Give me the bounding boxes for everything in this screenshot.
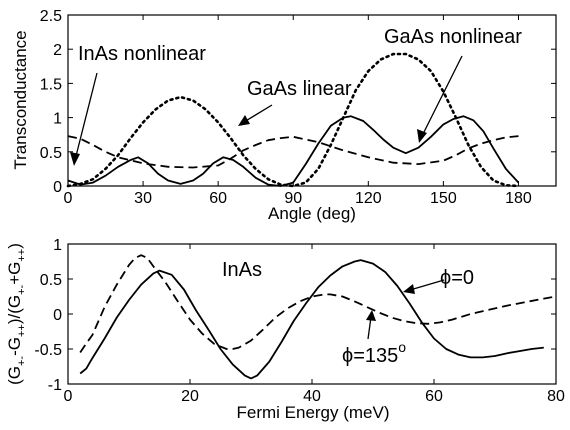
bottom-x-axis-title: Fermi Energy (meV) (236, 403, 389, 422)
top-y-tick-label: 0 (53, 179, 62, 196)
bottom-y-tick-label: 0.5 (40, 272, 62, 289)
phi-135-degree: o (398, 339, 406, 355)
arrowhead-inas-nonlinear (70, 152, 80, 166)
bottom-x-tick-label: 40 (303, 388, 321, 405)
top-x-tick-label: 0 (64, 190, 73, 207)
bottom-series-dashed-line (79, 254, 557, 354)
top-y-tick-label: 1.5 (40, 76, 62, 93)
top-series-dotted-line (66, 52, 520, 188)
top-y-tick-label: 2.5 (40, 8, 62, 25)
arrowhead-phi-0 (403, 284, 415, 294)
ylabel-sub-3: ++ (16, 324, 28, 337)
ylabel-part-2: -G (5, 337, 24, 356)
arrow-gaas-linear (243, 104, 273, 123)
top-x-ticks: 0 30 60 90 120 150 180 (64, 15, 532, 207)
top-y-tick-label: 0.5 (40, 145, 62, 162)
top-y-tick-label: 1 (53, 111, 62, 128)
ylabel-part-0: (G (5, 366, 24, 385)
phi-135-value: =135 (353, 345, 398, 367)
ylabel-sub-1: +- (16, 356, 28, 366)
bottom-y-tick-label: 0 (53, 307, 62, 324)
annotation-phi-135: ϕ=135o (342, 339, 406, 367)
ylabel-sub-7: ++ (16, 249, 28, 262)
ylabel-part-8: ) (5, 243, 24, 249)
bottom-y-ticks: -1 -0.5 0 0.5 1 (34, 237, 556, 394)
top-series-dashed-line (67, 135, 519, 169)
bottom-series-solid-line (79, 259, 544, 380)
bottom-y-tick-label: 1 (53, 237, 62, 254)
arrow-phi-135 (367, 316, 372, 340)
bottom-y-axis-title: (G+--G++)/(G+-+G++) (5, 243, 28, 385)
top-x-tick-label: 180 (505, 190, 532, 207)
top-x-tick-label: 60 (209, 190, 227, 207)
annotation-inas-nonlinear: InAs nonlinear (78, 43, 206, 65)
bottom-x-tick-label: 80 (547, 388, 565, 405)
bottom-x-ticks: 0 20 40 60 80 (64, 244, 565, 405)
annotation-gaas-linear: GaAs linear (247, 78, 352, 100)
arrowhead-phi-135 (366, 310, 376, 321)
top-series-solid-line (67, 115, 520, 187)
top-x-tick-label: 150 (430, 190, 457, 207)
ylabel-part-6: +G (5, 262, 24, 285)
top-y-ticks: 0 0.5 1 1.5 2 2.5 (40, 8, 556, 196)
bottom-plot-frame (67, 243, 557, 385)
top-plot-frame (67, 14, 557, 187)
annotation-gaas-nonlinear: GaAs nonlinear (384, 26, 522, 48)
bottom-y-tick-label: -1 (48, 377, 62, 394)
arrowhead-gaas-nonlinear (417, 129, 427, 143)
phi-0-value: =0 (451, 267, 474, 289)
bottom-x-tick-label: 20 (181, 388, 199, 405)
arrow-phi-0 (409, 279, 445, 291)
phi-135-symbol: ϕ (342, 345, 353, 367)
top-x-tick-label: 30 (134, 190, 152, 207)
phi-0-symbol: ϕ (440, 267, 451, 289)
bottom-x-tick-label: 60 (425, 388, 443, 405)
bottom-x-tick-label: 0 (64, 388, 73, 405)
top-series-group (66, 52, 520, 188)
ylabel-part-4: )/(G (5, 295, 24, 324)
annotation-inas: InAs (222, 259, 262, 281)
arrowhead-gaas-linear (238, 115, 250, 126)
bottom-y-tick-label: -0.5 (34, 342, 62, 359)
top-x-tick-label: 120 (355, 190, 382, 207)
top-y-tick-label: 2 (53, 42, 62, 59)
top-x-axis-title: Angle (deg) (268, 204, 356, 223)
bottom-series-group (79, 254, 557, 380)
annotation-phi-0: ϕ=0 (440, 267, 474, 289)
top-x-tick-label: 90 (284, 190, 302, 207)
top-panel: 0 0.5 1 1.5 2 2.5 0 30 60 90 120 150 180 Angle (deg… (11, 8, 557, 223)
arrow-inas-nonlinear (74, 72, 98, 161)
bottom-panel: -1 -0.5 0 0.5 1 0 20 40 60 80 Fermi Energy (meV)… (5, 237, 565, 422)
top-y-axis-title: Transconductance (11, 30, 30, 169)
arrow-gaas-nonlinear (421, 55, 463, 137)
ylabel-sub-5: +- (16, 284, 28, 294)
